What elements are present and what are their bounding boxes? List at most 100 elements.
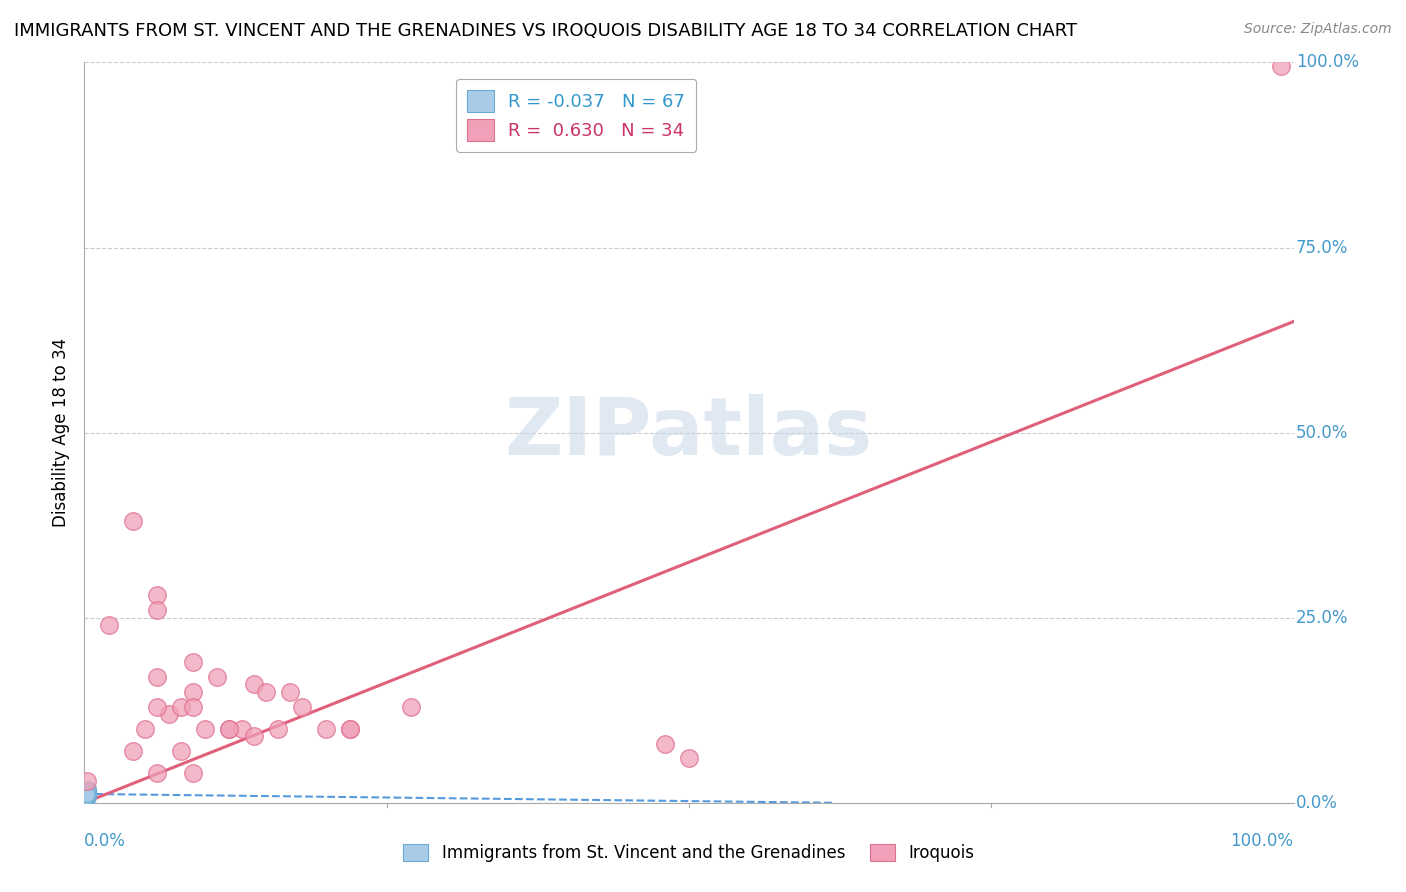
Point [218, 722, 240, 736]
Point [181, 655, 204, 669]
Point [654, 737, 676, 751]
Point [267, 722, 290, 736]
Point [76, 789, 98, 803]
Y-axis label: Disability Age 18 to 34: Disability Age 18 to 34 [52, 338, 70, 527]
Point [76, 788, 98, 802]
Point [75, 789, 97, 804]
Point [75, 789, 97, 804]
Point [76, 789, 98, 803]
Point [76, 788, 98, 802]
Point [76, 789, 98, 803]
Point [75, 790, 97, 805]
Point [75, 790, 97, 805]
Point [75, 790, 97, 805]
Point [76, 789, 98, 804]
Text: 100.0%: 100.0% [1230, 832, 1294, 850]
Point [146, 589, 169, 603]
Point [76, 788, 98, 802]
Point [75, 791, 97, 805]
Point [76, 788, 98, 802]
Point [75, 789, 97, 804]
Point [231, 722, 253, 736]
Point [75, 791, 97, 805]
Point [146, 699, 169, 714]
Text: 100.0%: 100.0% [1296, 54, 1360, 71]
Point [75, 789, 97, 804]
Point [242, 677, 264, 691]
Point [181, 699, 204, 714]
Point [76, 787, 98, 801]
Text: ZIPatlas: ZIPatlas [505, 393, 873, 472]
Point [242, 729, 264, 743]
Point [76, 786, 98, 800]
Point [76, 786, 98, 800]
Point [75, 789, 97, 804]
Point [76, 789, 98, 803]
Point [77, 782, 100, 797]
Point [75, 789, 97, 804]
Point [77, 785, 100, 799]
Point [278, 685, 301, 699]
Point [1270, 59, 1292, 73]
Point [76, 788, 98, 802]
Point [76, 787, 98, 801]
Point [77, 785, 100, 799]
Text: IMMIGRANTS FROM ST. VINCENT AND THE GRENADINES VS IROQUOIS DISABILITY AGE 18 TO : IMMIGRANTS FROM ST. VINCENT AND THE GREN… [14, 22, 1077, 40]
Point [121, 515, 143, 529]
Point [181, 685, 204, 699]
Point [75, 791, 97, 805]
Text: 75.0%: 75.0% [1296, 238, 1348, 257]
Point [75, 789, 97, 804]
Point [678, 751, 700, 765]
Point [75, 789, 97, 804]
Point [76, 785, 98, 799]
Point [75, 791, 97, 805]
Point [75, 791, 97, 805]
Point [75, 789, 97, 804]
Point [76, 773, 98, 788]
Point [181, 766, 204, 780]
Point [76, 789, 98, 803]
Point [339, 722, 361, 736]
Point [76, 789, 98, 803]
Point [157, 706, 180, 721]
Point [170, 744, 193, 758]
Point [75, 792, 97, 806]
Text: 25.0%: 25.0% [1296, 608, 1348, 627]
Point [75, 791, 97, 805]
Point [75, 790, 97, 805]
Point [75, 791, 97, 805]
Point [194, 722, 217, 736]
Point [97, 618, 120, 632]
Point [399, 699, 422, 714]
Legend: Immigrants from St. Vincent and the Grenadines, Iroquois: Immigrants from St. Vincent and the Gren… [396, 837, 981, 869]
Point [76, 788, 98, 802]
Point [76, 789, 98, 804]
Point [146, 766, 169, 780]
Point [75, 790, 97, 805]
Point [75, 792, 97, 806]
Point [76, 789, 98, 804]
Point [75, 789, 97, 804]
Text: 0.0%: 0.0% [1296, 794, 1339, 812]
Point [315, 722, 337, 736]
Point [75, 790, 97, 805]
Point [76, 789, 98, 803]
Point [254, 685, 277, 699]
Point [76, 789, 98, 803]
Point [76, 786, 98, 800]
Point [134, 722, 156, 736]
Point [170, 699, 193, 714]
Point [291, 699, 314, 714]
Text: 50.0%: 50.0% [1296, 424, 1348, 442]
Point [76, 786, 98, 800]
Point [75, 791, 97, 805]
Point [76, 787, 98, 801]
Point [76, 787, 98, 801]
Text: Source: ZipAtlas.com: Source: ZipAtlas.com [1244, 22, 1392, 37]
Point [146, 603, 169, 617]
Point [76, 789, 98, 803]
Point [75, 790, 97, 805]
Point [339, 722, 361, 736]
Point [76, 788, 98, 802]
